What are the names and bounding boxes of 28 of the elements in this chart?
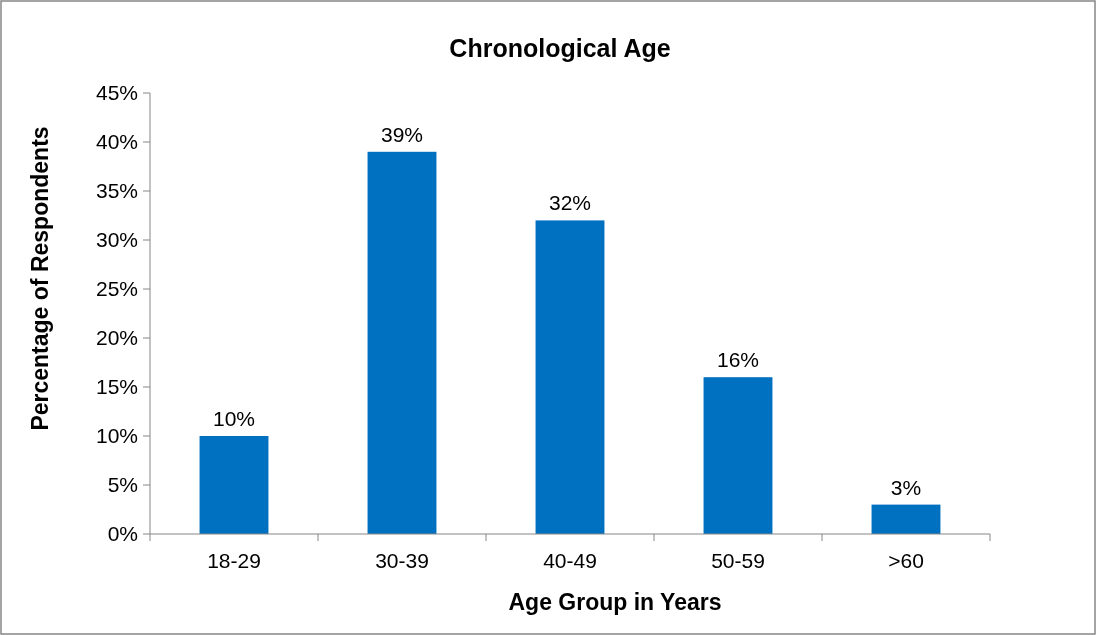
y-tick-label: 10% [95,424,138,447]
y-tick-label: 25% [95,277,138,300]
y-tick-label: 45% [95,81,138,104]
x-axis-title: Age Group in Years [508,589,722,615]
data-label: 3% [890,475,922,499]
bar [199,436,269,534]
x-tick-label: 50-59 [711,549,765,572]
y-tick-label: 30% [95,228,138,251]
bar [535,220,605,534]
data-label: 32% [548,191,592,215]
y-tick-label: 15% [95,375,138,398]
chart-title: Chronological Age [449,34,671,62]
x-tick-label: 18-29 [207,549,261,572]
y-tick-label: 0% [107,522,138,545]
bar [367,151,437,534]
y-tick-label: 35% [95,179,138,202]
x-tick-label: 30-39 [375,549,429,572]
bar [871,504,941,534]
y-tick-label: 20% [95,326,138,349]
y-axis-title: Percentage of Respondents [27,126,53,431]
bar [703,377,773,534]
data-label: 39% [380,122,424,146]
x-tick-label: >60 [888,549,924,572]
data-label: 16% [716,348,760,372]
y-tick-label: 40% [95,130,138,153]
data-label: 10% [212,407,256,430]
y-tick-label: 5% [107,473,138,496]
x-tick-label: 40-49 [543,549,597,572]
